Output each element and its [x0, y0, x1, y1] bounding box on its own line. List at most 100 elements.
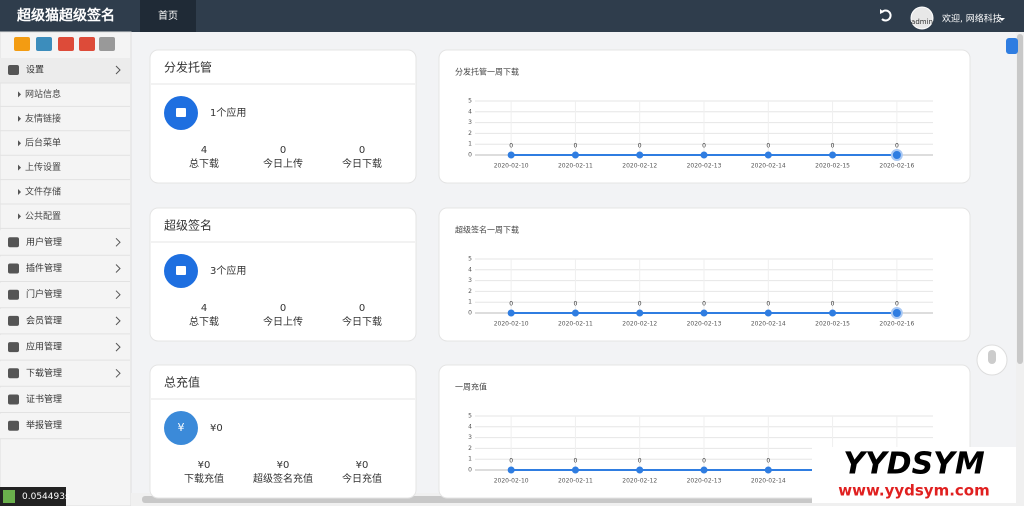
y-tick-label: 0 [468, 310, 472, 317]
submenu-label[interactable]: 上传设置 [25, 161, 61, 173]
avatar-text: admin [911, 18, 933, 26]
submenu-label[interactable]: 文件存储 [25, 186, 61, 198]
summary-card [149, 207, 417, 342]
menu-item[interactable] [0, 387, 130, 413]
stat-label: 超级签名充值 [253, 472, 313, 485]
submenu-label[interactable]: 网站信息 [25, 88, 61, 100]
summary-card [149, 364, 417, 499]
card-icon-glyph [176, 108, 186, 117]
refresh-icon[interactable] [880, 9, 892, 22]
y-tick-label: 1 [468, 456, 472, 463]
stat-label: 总下载 [189, 157, 219, 170]
data-label: 0 [638, 301, 642, 308]
menu-item[interactable] [0, 335, 130, 361]
x-tick-label: 2020-02-11 [558, 163, 593, 170]
menu-arrow [115, 316, 121, 326]
menu-label: 证书管理 [26, 393, 62, 405]
menu-item[interactable] [0, 58, 130, 83]
menu-item[interactable] [0, 308, 130, 334]
data-point [507, 309, 515, 317]
menu-icon [8, 237, 19, 248]
data-label: 0 [702, 143, 706, 150]
tab-active[interactable] [140, 0, 196, 32]
y-tick-label: 3 [468, 119, 472, 126]
data-point [700, 466, 708, 474]
stat-label: 今日下载 [342, 157, 382, 170]
menu-label: 下载管理 [26, 367, 62, 379]
menu-item[interactable] [0, 256, 130, 282]
y-tick-label: 2 [468, 288, 472, 295]
card-title: 总充值 [164, 375, 200, 390]
menu-label: 应用管理 [26, 341, 62, 353]
user-menu[interactable]: 欢迎, 网络科技 [942, 13, 1002, 25]
data-point [829, 309, 837, 317]
x-tick-label: 2020-02-14 [751, 321, 786, 328]
quick-button[interactable] [14, 37, 30, 51]
card-summary: 3个应用 [210, 264, 246, 277]
submenu-bullet [18, 189, 21, 195]
data-label: 0 [638, 143, 642, 150]
quick-button[interactable] [58, 37, 74, 51]
data-point [571, 309, 579, 317]
data-point [764, 309, 772, 317]
menu-item[interactable] [0, 230, 130, 256]
data-label: 0 [831, 143, 835, 150]
submenu-label[interactable]: 公共配置 [25, 211, 61, 222]
data-point [890, 307, 903, 319]
card-summary: 1个应用 [210, 106, 246, 119]
stat-label: 下载充值 [184, 472, 224, 485]
stat-label: 今日上传 [263, 157, 303, 170]
avatar[interactable] [910, 6, 934, 30]
x-tick-label: 2020-02-15 [815, 321, 850, 328]
brand[interactable]: 超级猫超级签名 [16, 7, 115, 24]
menu-arrow [115, 342, 121, 352]
y-tick-label: 4 [468, 266, 472, 273]
stat-value: 4 [201, 145, 207, 156]
x-tick-label: 2020-02-12 [622, 478, 657, 485]
menu-label: 会员管理 [26, 314, 62, 326]
float-button[interactable] [1006, 38, 1018, 54]
x-tick-label: 2020-02-15 [815, 163, 850, 170]
data-label: 0 [574, 301, 578, 308]
menu-item[interactable] [0, 282, 130, 308]
x-tick-label: 2020-02-11 [558, 478, 593, 485]
menu-label: 插件管理 [26, 262, 62, 274]
data-label: 0 [702, 458, 706, 465]
menu-arrow [115, 368, 121, 378]
card-icon [164, 411, 198, 445]
submenu-label[interactable]: 友情链接 [25, 112, 61, 124]
watermark-logo: YYDSYM [843, 447, 985, 482]
quick-button[interactable] [79, 37, 95, 51]
menu-arrow [115, 290, 121, 300]
data-label: 0 [766, 458, 770, 465]
tab-label[interactable]: 首页 [158, 9, 178, 22]
menu-item[interactable] [0, 413, 130, 439]
menu-item[interactable] [0, 361, 130, 387]
chart-title: 分发托管一周下载 [455, 67, 519, 77]
menu-arrow [115, 65, 121, 75]
submenu-label[interactable]: 后台菜单 [25, 137, 61, 149]
data-point [829, 151, 837, 159]
card-icon-text: ¥ [178, 421, 185, 434]
data-point [571, 151, 579, 159]
watermark-url: www.yydsym.com [838, 482, 989, 500]
x-tick-label: 2020-02-13 [687, 163, 722, 170]
quick-button[interactable] [99, 37, 115, 51]
y-tick-label: 2 [468, 130, 472, 137]
card-icon-glyph [176, 266, 186, 275]
watermark-box [812, 447, 1016, 503]
y-tick-label: 5 [468, 413, 472, 420]
quick-button[interactable] [36, 37, 52, 51]
menu-arrow [115, 264, 121, 273]
x-tick-label: 2020-02-12 [622, 163, 657, 170]
card-summary: ¥0 [210, 423, 223, 434]
submenu-bullet [18, 213, 21, 220]
v-scrollbar[interactable] [1017, 34, 1023, 364]
mic-icon [988, 350, 996, 364]
y-tick-label: 2 [468, 445, 472, 452]
menu-icon [8, 263, 19, 274]
data-point [636, 309, 644, 317]
y-tick-label: 1 [468, 299, 472, 306]
stat-value: 0 [280, 145, 286, 156]
